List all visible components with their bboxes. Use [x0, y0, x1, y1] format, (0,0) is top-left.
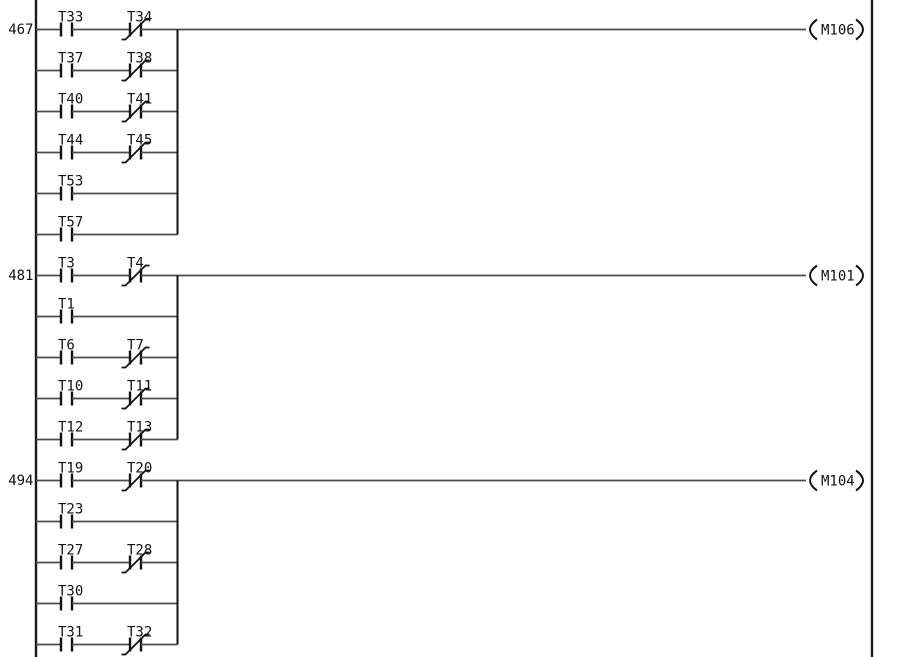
contact-no[interactable]: T6 — [58, 338, 75, 365]
contact-label: T12 — [58, 420, 83, 436]
contact-no[interactable]: T37 — [58, 51, 83, 78]
contact-no[interactable]: T27 — [58, 543, 83, 570]
nc-slash-icon — [121, 59, 150, 82]
coil-left-paren-icon — [809, 18, 818, 41]
coil-right-paren-icon — [855, 264, 864, 287]
contact-label: T4 — [127, 256, 144, 272]
contact-nc[interactable]: T28 — [121, 543, 153, 574]
nc-slash-icon — [121, 551, 150, 574]
contact-no[interactable]: T19 — [58, 461, 83, 488]
contact-nc[interactable]: T34 — [121, 10, 153, 41]
contact-label: T1 — [58, 297, 75, 313]
coil-label: M101 — [821, 269, 855, 285]
contact-label: T7 — [127, 338, 144, 354]
rung: 481 T3 T4 T1 T6 T7 T10 T11 T12 T13 M101 — [8, 256, 864, 451]
contact-label: T33 — [58, 10, 83, 26]
contact-label: T37 — [58, 51, 83, 67]
contact-label: T13 — [127, 420, 152, 436]
contact-no[interactable]: T10 — [58, 379, 83, 406]
contact-no[interactable]: T40 — [58, 92, 83, 119]
coil-label: M106 — [821, 23, 855, 39]
contact-no[interactable]: T3 — [58, 256, 75, 283]
rung-step-number: 467 — [8, 22, 33, 38]
rung-step-number: 481 — [8, 268, 33, 284]
coil[interactable]: M106 — [809, 18, 864, 41]
contact-label: T3 — [58, 256, 75, 272]
nc-slash-icon — [121, 141, 150, 164]
contact-label: T28 — [127, 543, 152, 559]
contact-nc[interactable]: T4 — [121, 256, 150, 287]
contact-label: T44 — [58, 133, 83, 149]
contact-nc[interactable]: T20 — [121, 461, 153, 492]
coil[interactable]: M101 — [809, 264, 864, 287]
contact-label: T53 — [58, 174, 83, 190]
rung-step-number: 494 — [8, 473, 33, 489]
coil-left-paren-icon — [809, 469, 818, 492]
rung: 494 T19 T20 T23 T27 T28 T30 T31 T32 M104 — [8, 461, 864, 656]
contact-nc[interactable]: T13 — [121, 420, 153, 451]
contact-no[interactable]: T12 — [58, 420, 83, 447]
contact-nc[interactable]: T38 — [121, 51, 153, 82]
contact-label: T32 — [127, 625, 152, 641]
contact-label: T23 — [58, 502, 83, 518]
contact-nc[interactable]: T41 — [121, 92, 153, 123]
contact-label: T20 — [127, 461, 152, 477]
contact-label: T38 — [127, 51, 152, 67]
contact-no[interactable]: T33 — [58, 10, 83, 37]
nc-slash-icon — [121, 264, 150, 287]
contact-label: T31 — [58, 625, 83, 641]
contact-no[interactable]: T44 — [58, 133, 83, 160]
contact-no[interactable]: T53 — [58, 174, 83, 201]
contact-nc[interactable]: T7 — [121, 338, 150, 369]
contact-no[interactable]: T30 — [58, 584, 83, 611]
contact-no[interactable]: T23 — [58, 502, 83, 529]
nc-slash-icon — [121, 469, 150, 492]
contact-label: T40 — [58, 92, 83, 108]
coil-label: M104 — [821, 474, 855, 490]
nc-slash-icon — [121, 18, 150, 41]
coil[interactable]: M104 — [809, 469, 864, 492]
contact-label: T41 — [127, 92, 152, 108]
contact-nc[interactable]: T11 — [121, 379, 153, 410]
rung: 467 T33 T34 T37 T38 T40 T41 T44 T45 T53 T57 M106 — [8, 10, 864, 242]
contact-nc[interactable]: T45 — [121, 133, 153, 164]
contact-label: T34 — [127, 10, 152, 26]
contact-label: T30 — [58, 584, 83, 600]
contact-nc[interactable]: T32 — [121, 625, 153, 656]
contact-no[interactable]: T31 — [58, 625, 83, 652]
contact-no[interactable]: T57 — [58, 215, 83, 242]
contact-no[interactable]: T1 — [58, 297, 75, 324]
contact-label: T19 — [58, 461, 83, 477]
nc-slash-icon — [121, 346, 150, 369]
contact-label: T6 — [58, 338, 75, 354]
contact-label: T11 — [127, 379, 152, 395]
contact-label: T57 — [58, 215, 83, 231]
nc-slash-icon — [121, 100, 150, 123]
nc-slash-icon — [121, 428, 150, 451]
nc-slash-icon — [121, 633, 150, 656]
coil-right-paren-icon — [855, 18, 864, 41]
contact-label: T10 — [58, 379, 83, 395]
coil-left-paren-icon — [809, 264, 818, 287]
contact-label: T27 — [58, 543, 83, 559]
coil-right-paren-icon — [855, 469, 864, 492]
nc-slash-icon — [121, 387, 150, 410]
contact-label: T45 — [127, 133, 152, 149]
